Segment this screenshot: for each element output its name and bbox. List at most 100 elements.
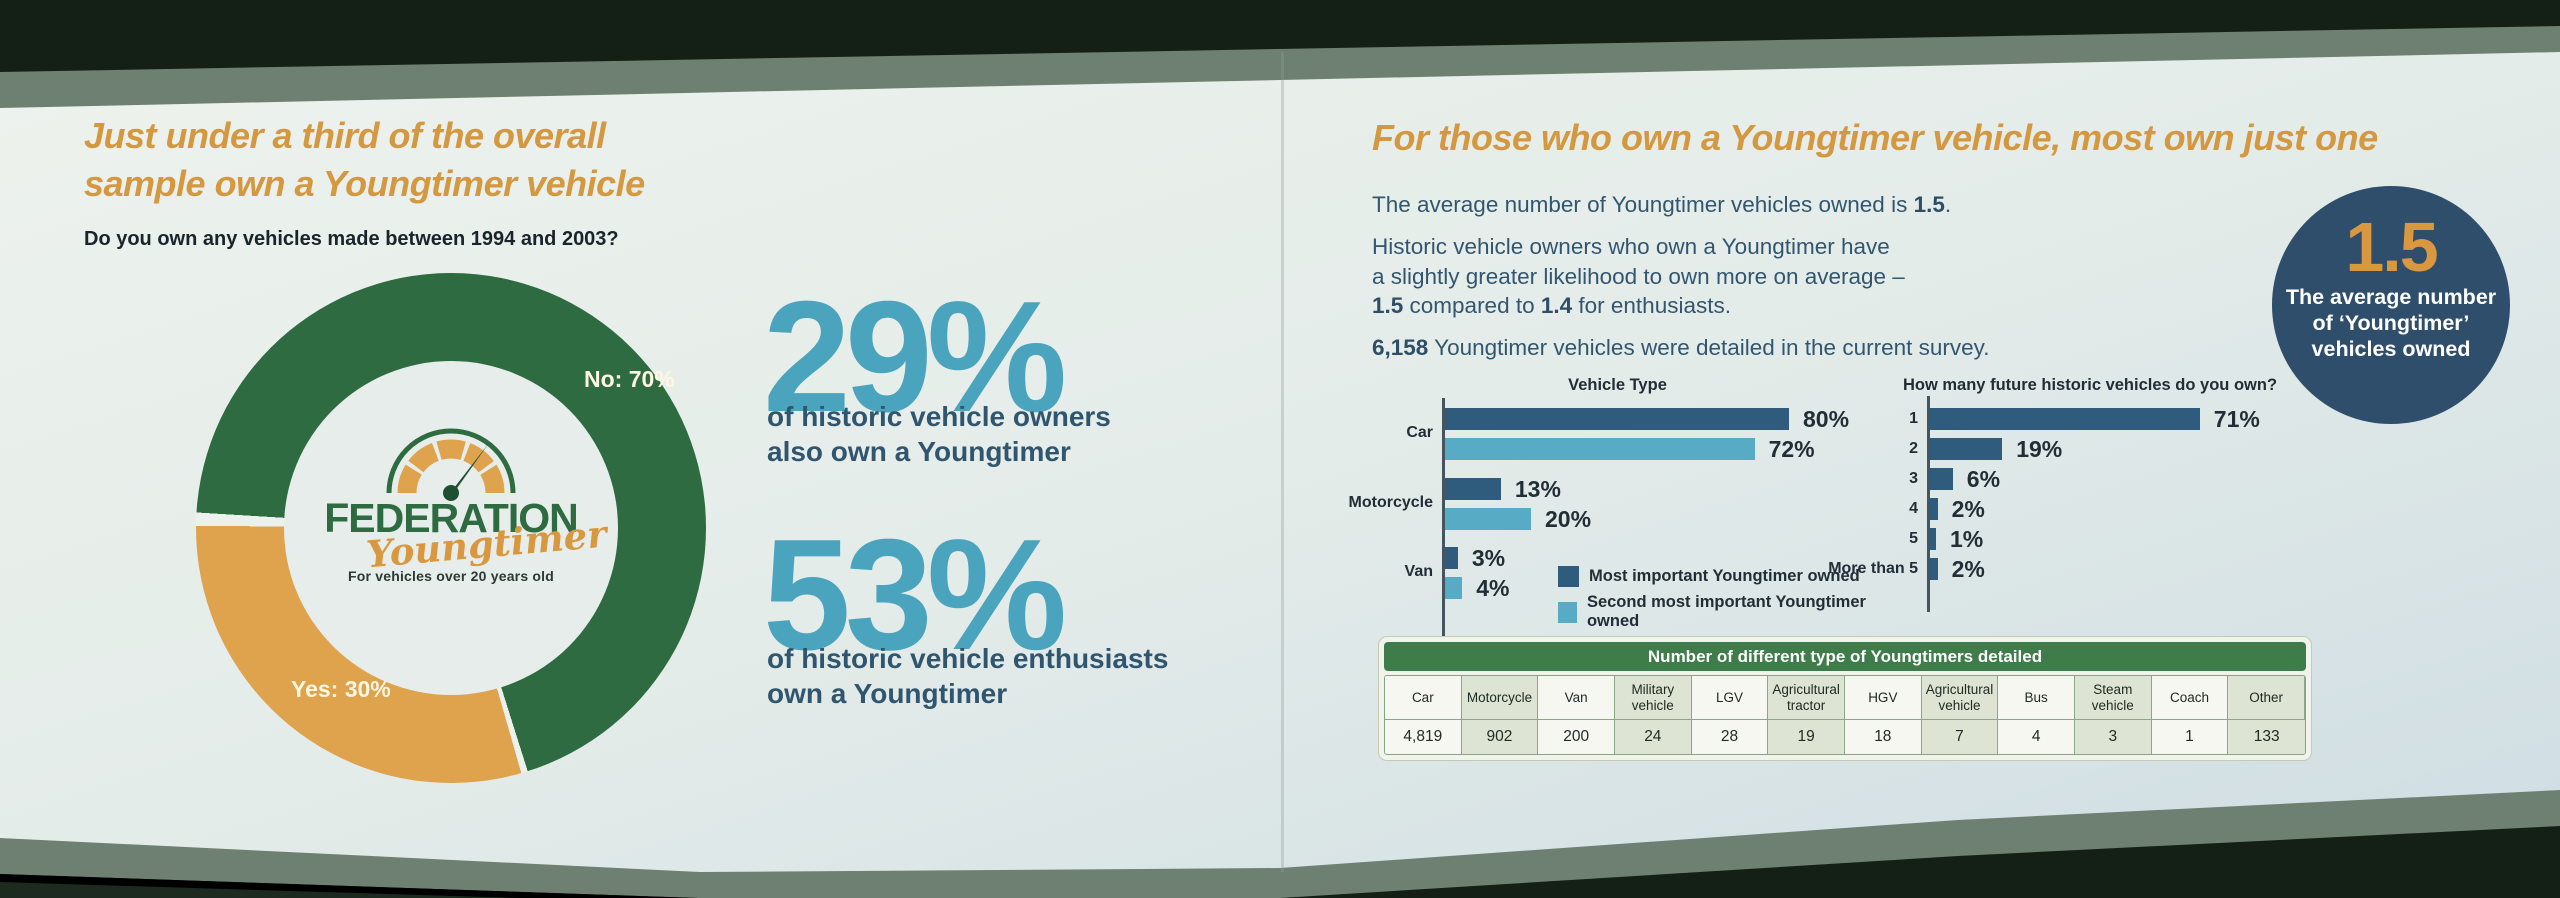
legend-label: Most important Youngtimer owned	[1589, 567, 1860, 585]
category-label: Motorcycle	[1348, 494, 1433, 511]
category-label: 1	[1909, 410, 1918, 427]
table-value-cell: 24	[1614, 720, 1692, 754]
vehicle-type-bar-chart: Vehicle Type Car 80% 72% Motorcycle 13% 20% Van…	[1330, 368, 1890, 668]
table-value-cell: 4	[1998, 720, 2075, 754]
table-header-cell: Motorcycle	[1461, 676, 1539, 720]
category-label: 5	[1909, 530, 1918, 547]
summary-paragraphs: The average number of Youngtimer vehicle…	[1372, 190, 2032, 375]
legend-item: Second most important Youngtimer owned	[1558, 593, 1890, 631]
paragraph-bold-value: 1.4	[1540, 292, 1573, 318]
bar	[1930, 408, 2200, 430]
bar	[1930, 558, 1938, 580]
donut-segment-label-no: No: 70%	[584, 366, 675, 392]
frame-dark-wedge	[0, 882, 520, 898]
bar	[1445, 478, 1501, 500]
chart-title: Vehicle Type	[1568, 376, 1667, 394]
badge-caption: The average number of ‘Youngtimer’ vehic…	[2285, 285, 2497, 362]
paragraph-text: .	[1944, 192, 1952, 217]
table-value-cell: 200	[1538, 720, 1615, 754]
paragraph-text: for enthusiasts.	[1572, 292, 1731, 318]
table-value-cell: 133	[2228, 720, 2305, 754]
bar-value-label: 4%	[1476, 575, 1510, 601]
paragraph-bold-value: 6,158	[1372, 335, 1429, 360]
legend-label: Second most important Youngtimer owned	[1586, 593, 1866, 630]
table-value-cell: 18	[1844, 720, 1922, 754]
bar	[1930, 468, 1953, 490]
bar-value-label: 71%	[2213, 406, 2260, 432]
table-header-cell: HGV	[1844, 676, 1922, 720]
table-header-cell: Car	[1385, 676, 1462, 720]
paragraph-text: Historic vehicle owners who own a Youngt…	[1372, 234, 1905, 289]
paragraph-text: Youngtimer vehicles were detailed in the…	[1428, 335, 1990, 360]
category-label: More than 5	[1828, 560, 1918, 577]
paragraph: 6,158 Youngtimer vehicles were detailed …	[1372, 333, 2032, 362]
table-value-cell: 19	[1768, 720, 1845, 754]
left-page-headline: Just under a third of the overall sample…	[84, 115, 645, 204]
table-title: Number of different type of Youngtimers …	[1384, 642, 2306, 671]
category-label: Car	[1406, 424, 1433, 441]
bar	[1930, 438, 2003, 460]
donut-hole: FEDERATION Youngtimer For vehicles over …	[284, 361, 618, 695]
bar-value-label: 1%	[1950, 526, 1984, 552]
paragraph-bold-value: 1.5	[1913, 192, 1945, 217]
logo-tagline: For vehicles over 20 years old	[348, 568, 554, 584]
legend-swatch	[1558, 601, 1577, 623]
bar-value-label: 72%	[1768, 436, 1815, 462]
bar-value-label: 2%	[1951, 496, 1985, 522]
table-value-cell: 1	[2151, 720, 2229, 754]
y-axis	[1442, 398, 1445, 660]
legend-swatch	[1558, 566, 1579, 587]
bar-value-label: 19%	[2016, 436, 2063, 462]
chart-title: How many future historic vehicles do you…	[1902, 376, 2278, 394]
bar	[1930, 498, 1938, 520]
paragraph-text: The average number of Youngtimer vehicle…	[1372, 192, 1914, 217]
table-header-cell: Agricultural vehicle	[1921, 676, 1999, 720]
table-header-cell: Steam vehicle	[2074, 676, 2152, 720]
bar-value-label: 80%	[1803, 406, 1850, 432]
table-header-cell: Van	[1538, 676, 1615, 720]
gauge-icon	[386, 428, 516, 501]
donut-chart: FEDERATION Youngtimer For vehicles over …	[196, 273, 706, 783]
bar	[1445, 508, 1531, 530]
stat-owners-value: 29%	[763, 269, 1067, 445]
table-header-cell: Agricultural tractor	[1768, 676, 1845, 720]
bar	[1445, 438, 1755, 460]
category-label: 3	[1909, 470, 1918, 487]
table-header-cell: Military vehicle	[1614, 676, 1692, 720]
bar-value-label: 2%	[1951, 556, 1985, 582]
survey-question: Do you own any vehicles made between 199…	[84, 228, 619, 250]
bar	[1445, 577, 1463, 599]
donut-segment-label-yes: Yes: 30%	[291, 676, 391, 702]
bar-value-label: 13%	[1514, 476, 1561, 502]
youngtimers-table: Number of different type of Youngtimers …	[1378, 636, 2312, 761]
bar	[1445, 547, 1458, 569]
legend-item: Most important Youngtimer owned	[1558, 566, 1860, 587]
table-grid: Car Motorcycle Van Military vehicle LGV Agric…	[1384, 675, 2306, 755]
y-axis	[1927, 396, 1930, 612]
table-value-cell: 28	[1691, 720, 1769, 754]
center-fold	[1281, 52, 1284, 872]
bar-value-label: 20%	[1545, 506, 1592, 532]
stat-enthusiasts-caption: of historic vehicle enthusiasts own a Yo…	[767, 643, 1169, 709]
bar	[1930, 528, 1936, 550]
paragraph-text: compared to	[1403, 292, 1541, 318]
federation-logo-name: FEDERATION	[324, 495, 578, 541]
category-label: 4	[1909, 500, 1918, 517]
table-header-cell: Coach	[2151, 676, 2229, 720]
category-label: Van	[1404, 563, 1433, 580]
paragraph: The average number of Youngtimer vehicle…	[1372, 190, 2032, 219]
bar-value-label: 6%	[1966, 466, 2001, 492]
table-value-cell: 4,819	[1385, 720, 1462, 754]
table-value-cell: 7	[1921, 720, 1999, 754]
badge-value: 1.5	[2345, 208, 2438, 286]
bar-value-label: 3%	[1471, 545, 1506, 571]
table-header-cell: Other	[2228, 676, 2305, 720]
table-header-cell: Bus	[1998, 676, 2075, 720]
stat-enthusiasts-value: 53%	[763, 507, 1067, 683]
table-header-cell: LGV	[1691, 676, 1769, 720]
table-value-cell: 902	[1461, 720, 1539, 754]
future-historic-bar-chart: How many future historic vehicles do you…	[1810, 368, 2380, 668]
right-page-headline: For those who own a Youngtimer vehicle, …	[1372, 117, 2378, 158]
category-label: 2	[1909, 440, 1918, 457]
paragraph-bold-value: 1.5	[1372, 292, 1404, 318]
